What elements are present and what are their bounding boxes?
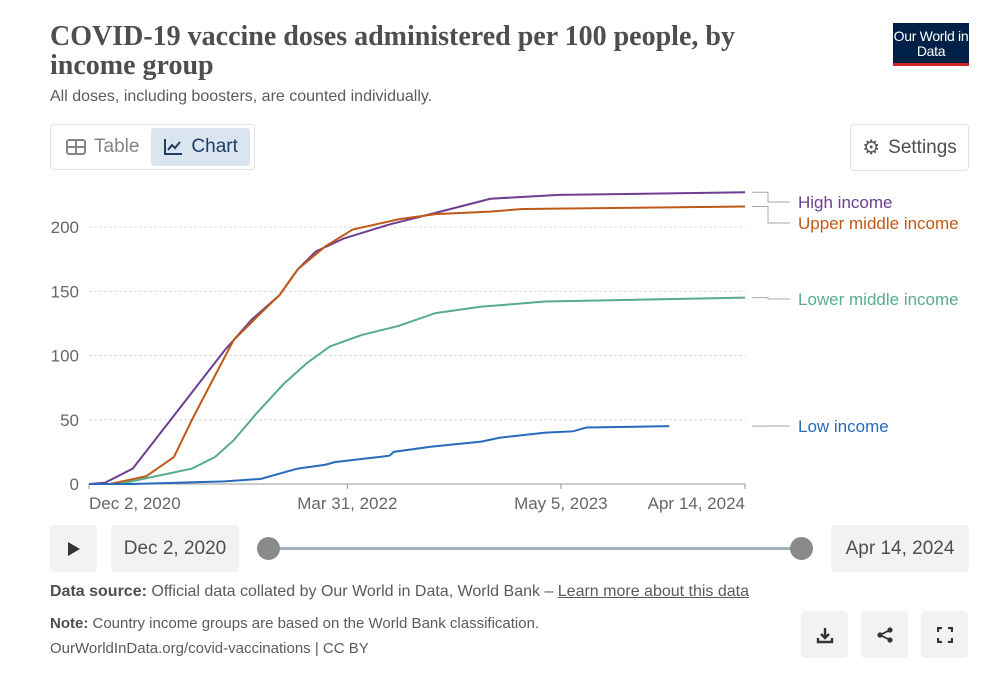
tab-table[interactable]: Table — [54, 128, 151, 166]
line-chart: 0 50 100 150 200 Dec 2, 2020 Mar 31, 2022 May 5… — [51, 191, 959, 513]
legend-label: Upper middle income — [798, 214, 959, 233]
y-tick-label: 200 — [51, 218, 79, 237]
legend-connector — [752, 191, 790, 203]
x-tick-label: Dec 2, 2020 — [89, 494, 181, 513]
legend-label: Lower middle income — [798, 290, 959, 309]
chart-title: COVID-19 vaccine doses administered per … — [50, 21, 735, 81]
play-icon — [67, 541, 80, 556]
learn-more-link[interactable]: Learn more about this data — [557, 583, 750, 600]
note-label: Note: — [50, 615, 89, 632]
source-label: Data source: — [50, 583, 147, 600]
chart-subtitle: All doses, including boosters, are count… — [50, 88, 433, 105]
owid-logo[interactable]: Our World in Data — [893, 23, 969, 66]
download-icon — [816, 627, 833, 643]
y-tick-label: 150 — [51, 282, 79, 301]
y-tick-label: 0 — [70, 475, 79, 494]
timeline-end-handle[interactable] — [790, 537, 813, 560]
series-line-high-income — [88, 191, 746, 485]
legend-connector — [752, 205, 790, 224]
data-source: Data source: Official data collated by O… — [50, 583, 749, 601]
view-tabs: Table Chart — [50, 124, 255, 170]
x-tick-label: Mar 31, 2022 — [297, 494, 397, 513]
legend-connector — [752, 297, 790, 300]
timeline-start-handle[interactable] — [257, 537, 280, 560]
share-button[interactable] — [861, 611, 908, 658]
share-icon — [876, 626, 893, 643]
tab-table-label: Table — [94, 136, 140, 157]
series-line-upper-middle-income — [89, 205, 746, 485]
tab-chart[interactable]: Chart — [151, 128, 250, 166]
x-tick-label: May 5, 2023 — [514, 494, 608, 513]
y-tick-label: 50 — [60, 411, 79, 430]
x-tick-label: Apr 14, 2024 — [648, 494, 745, 513]
tab-chart-label: Chart — [191, 136, 238, 157]
fullscreen-button[interactable] — [921, 611, 968, 658]
end-date-label: Apr 14, 2024 — [831, 525, 969, 572]
gear-icon: ⚙ — [862, 137, 881, 159]
series-line-low-income — [89, 425, 670, 485]
legend-label: High income — [798, 193, 893, 212]
timeline-slider-track[interactable] — [268, 547, 802, 550]
credit[interactable]: OurWorldInData.org/covid-vaccinations | … — [50, 640, 369, 657]
download-button[interactable] — [801, 611, 848, 658]
settings-label: Settings — [888, 136, 957, 158]
fullscreen-icon — [936, 626, 953, 643]
table-icon — [66, 139, 86, 155]
y-tick-label: 100 — [51, 347, 79, 366]
source-text: Official data collated by Our World in D… — [146, 583, 558, 600]
series-line-lower-middle-income — [89, 296, 746, 485]
play-button[interactable] — [50, 525, 97, 572]
start-date-label: Dec 2, 2020 — [111, 525, 239, 572]
note-text: Country income groups are based on the W… — [88, 615, 540, 632]
legend-label: Low income — [798, 417, 889, 436]
settings-button[interactable]: ⚙ Settings — [850, 124, 969, 171]
line-chart-icon — [164, 139, 183, 155]
note: Note: Country income groups are based on… — [50, 615, 539, 632]
